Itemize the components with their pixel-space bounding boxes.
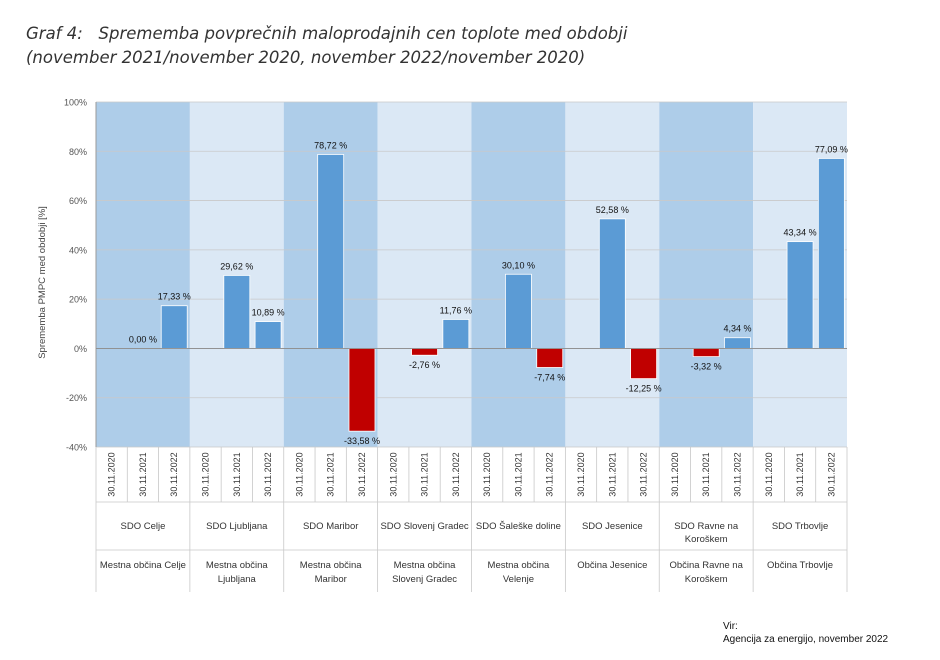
data-label: -12,25 % xyxy=(626,384,662,394)
municipality-label: Občina Trbovlje xyxy=(767,560,833,571)
data-label: 43,34 % xyxy=(784,228,817,238)
bar xyxy=(223,275,251,349)
municipality-label: Maribor xyxy=(315,574,347,585)
x-tick-label: 30.11.2021 xyxy=(513,452,523,496)
data-label: 29,62 % xyxy=(220,261,253,271)
x-tick-label: 30.11.2020 xyxy=(670,452,680,496)
municipality-label: Mestna občina xyxy=(300,560,363,571)
bar xyxy=(411,348,438,356)
municipality-label: Občina Ravne na xyxy=(669,560,743,571)
sdo-label: SDO Trbovlje xyxy=(772,521,829,532)
x-tick-label: 30.11.2021 xyxy=(138,452,148,496)
x-tick-label: 30.11.2021 xyxy=(701,452,711,496)
municipality-label: Mestna občina xyxy=(394,560,457,571)
x-tick-label: 30.11.2020 xyxy=(764,452,774,496)
y-tick-label: -20% xyxy=(66,393,87,403)
municipality-label: Ljubljana xyxy=(218,574,257,585)
chart-title-line1: Graf 4: Sprememba povprečnih maloprodajn… xyxy=(26,24,628,43)
bar xyxy=(317,154,345,349)
data-label: 52,58 % xyxy=(596,205,629,215)
source-text: Agencija za energijo, november 2022 xyxy=(723,634,889,645)
data-label: -3,32 % xyxy=(691,362,722,372)
x-tick-label: 30.11.2021 xyxy=(607,452,617,496)
municipality-label: Mestna občina Celje xyxy=(100,560,186,571)
sdo-label: SDO Celje xyxy=(121,521,166,532)
sdo-label: SDO Ljubljana xyxy=(206,521,268,532)
group-band xyxy=(659,102,754,447)
sdo-label: SDO Jesenice xyxy=(582,521,643,532)
data-label: 4,34 % xyxy=(723,324,751,334)
municipality-label: Mestna občina xyxy=(488,560,551,571)
municipality-label: Velenje xyxy=(503,574,534,585)
municipality-label: Koroškem xyxy=(685,574,728,585)
data-label: 0,00 % xyxy=(129,334,157,344)
sdo-label: Koroškem xyxy=(685,534,728,545)
x-tick-label: 30.11.2022 xyxy=(169,452,179,496)
x-tick-label: 30.11.2022 xyxy=(732,452,742,496)
bar xyxy=(598,218,626,349)
bar xyxy=(348,348,376,432)
y-tick-label: 40% xyxy=(69,245,87,255)
municipality-label: Občina Jesenice xyxy=(577,560,647,571)
source-note: Vir: Agencija za energijo, november 2022 xyxy=(723,620,888,646)
sdo-label: SDO Slovenj Gradec xyxy=(380,521,468,532)
x-tick-label: 30.11.2021 xyxy=(795,452,805,496)
data-label: 77,09 % xyxy=(815,144,848,154)
data-label: 17,33 % xyxy=(158,292,191,302)
x-tick-label: 30.11.2022 xyxy=(639,452,649,496)
bar xyxy=(254,321,282,349)
x-tick-label: 30.11.2021 xyxy=(326,452,336,496)
group-band xyxy=(96,102,190,447)
bar xyxy=(817,158,845,349)
x-tick-label: 30.11.2022 xyxy=(451,452,461,496)
data-label: 78,72 % xyxy=(314,140,347,150)
chart-title-line2: (november 2021/november 2020, november 2… xyxy=(26,48,586,67)
bar xyxy=(505,273,532,349)
x-tick-label: 30.11.2021 xyxy=(232,452,242,496)
x-tick-label: 30.11.2020 xyxy=(482,452,492,496)
municipality-label: Mestna občina xyxy=(206,560,269,571)
y-tick-label: 20% xyxy=(69,295,87,305)
y-tick-label: 0% xyxy=(74,344,87,354)
data-label: -33,58 % xyxy=(344,436,380,446)
x-tick-label: 30.11.2020 xyxy=(201,452,211,496)
source-label: Vir: xyxy=(723,621,738,632)
x-tick-label: 30.11.2021 xyxy=(420,452,430,496)
bar xyxy=(630,348,658,380)
x-tick-label: 30.11.2022 xyxy=(357,452,367,496)
y-tick-label: 80% xyxy=(69,147,87,157)
bar xyxy=(536,348,564,368)
x-tick-label: 30.11.2022 xyxy=(545,452,555,496)
data-label: -7,74 % xyxy=(534,373,565,383)
sdo-label: SDO Maribor xyxy=(303,521,358,532)
sdo-label: SDO Ravne na xyxy=(674,521,739,532)
sdo-label: SDO Šaleške doline xyxy=(476,521,561,532)
municipality-label: Slovenj Gradec xyxy=(392,574,457,585)
data-label: 30,10 % xyxy=(502,260,535,270)
bar xyxy=(692,348,720,358)
bar xyxy=(786,241,814,349)
data-label: -2,76 % xyxy=(409,360,440,370)
x-tick-label: 30.11.2020 xyxy=(107,452,117,496)
x-tick-label: 30.11.2020 xyxy=(294,452,304,496)
bar xyxy=(160,305,188,349)
x-tick-label: 30.11.2020 xyxy=(576,452,586,496)
group-band xyxy=(377,102,472,447)
y-tick-label: -40% xyxy=(66,443,87,453)
x-tick-label: 30.11.2020 xyxy=(388,452,398,496)
x-tick-label: 30.11.2022 xyxy=(263,452,273,496)
data-label: 11,76 % xyxy=(440,305,472,315)
group-band xyxy=(189,102,284,447)
bar xyxy=(724,337,751,349)
chart-title: Graf 4: Sprememba povprečnih maloprodajn… xyxy=(26,22,627,70)
data-label: 10,89 % xyxy=(252,308,285,318)
y-axis-label: Sprememba PMPC med obdobji [%] xyxy=(37,206,48,359)
bar xyxy=(442,319,470,349)
y-tick-label: 100% xyxy=(64,98,87,108)
y-tick-label: 60% xyxy=(69,196,87,206)
x-tick-label: 30.11.2022 xyxy=(826,452,836,496)
